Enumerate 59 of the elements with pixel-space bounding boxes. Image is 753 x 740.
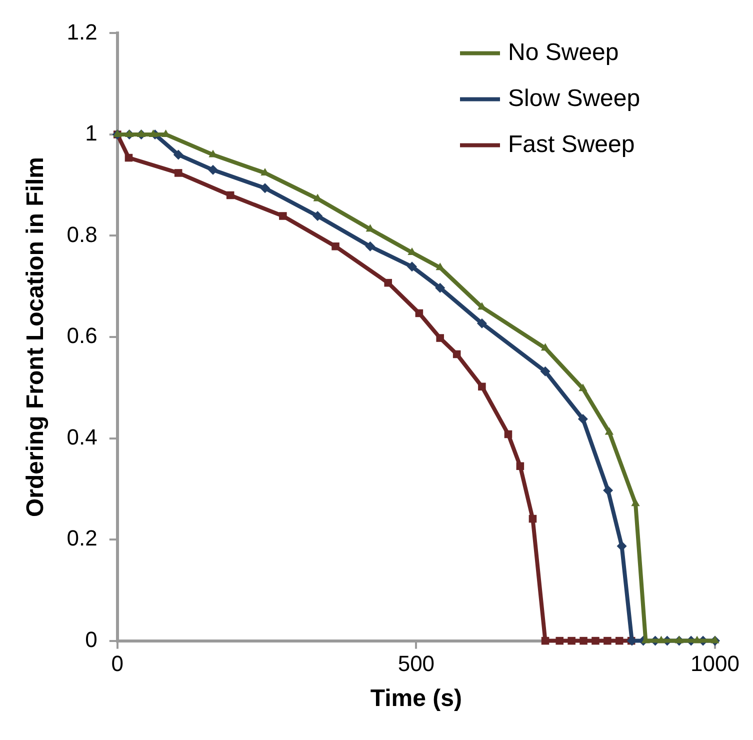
legend-label: No Sweep bbox=[508, 38, 619, 66]
y-tick-label: 0.4 bbox=[66, 424, 98, 450]
point bbox=[415, 309, 424, 318]
point bbox=[136, 129, 146, 137]
point bbox=[580, 636, 588, 645]
point bbox=[568, 636, 576, 645]
y-axis-title: Ordering Front Location in Film bbox=[22, 157, 50, 517]
y-tick-label: 0.6 bbox=[66, 323, 98, 348]
point bbox=[604, 427, 614, 435]
point bbox=[631, 498, 640, 506]
point bbox=[578, 414, 588, 424]
legend-label: Fast Sweep bbox=[508, 130, 635, 158]
x-tick-label: 500 bbox=[398, 651, 435, 676]
point bbox=[260, 183, 270, 194]
point bbox=[603, 485, 614, 496]
point bbox=[226, 191, 234, 200]
point bbox=[592, 636, 600, 645]
point bbox=[540, 366, 550, 376]
point bbox=[528, 514, 537, 523]
point bbox=[478, 382, 486, 391]
point bbox=[578, 384, 588, 392]
point bbox=[692, 636, 702, 644]
point bbox=[208, 164, 218, 175]
point bbox=[407, 262, 418, 272]
point bbox=[556, 636, 564, 645]
point bbox=[604, 636, 612, 645]
point bbox=[173, 150, 184, 160]
point bbox=[541, 636, 550, 645]
point bbox=[279, 212, 287, 220]
point bbox=[436, 262, 444, 270]
point bbox=[504, 430, 512, 438]
point bbox=[124, 154, 133, 162]
point bbox=[616, 541, 627, 552]
point bbox=[674, 636, 684, 644]
y-tick-label: 0.8 bbox=[66, 222, 98, 247]
y-tick-label: 0 bbox=[85, 626, 98, 652]
point bbox=[436, 334, 444, 342]
point bbox=[656, 636, 666, 644]
x-tick-label: 0 bbox=[111, 651, 124, 676]
x-tick-label: 1000 bbox=[690, 651, 740, 676]
point bbox=[435, 282, 446, 293]
point bbox=[615, 636, 624, 645]
y-tick-label: 1 bbox=[85, 120, 98, 146]
point bbox=[332, 242, 340, 250]
point bbox=[384, 278, 392, 287]
point bbox=[540, 343, 550, 351]
point bbox=[312, 210, 323, 221]
legend-label: Slow Sweep bbox=[508, 84, 640, 112]
y-tick-label: 1.2 bbox=[66, 19, 98, 44]
point bbox=[452, 350, 461, 358]
point bbox=[125, 129, 134, 137]
point bbox=[365, 241, 376, 252]
point bbox=[148, 129, 158, 137]
point bbox=[710, 636, 720, 644]
point bbox=[476, 318, 487, 328]
y-tick-label: 0.2 bbox=[66, 526, 98, 551]
x-axis-title: Time (s) bbox=[370, 685, 462, 712]
point bbox=[516, 462, 524, 470]
point bbox=[174, 169, 182, 177]
